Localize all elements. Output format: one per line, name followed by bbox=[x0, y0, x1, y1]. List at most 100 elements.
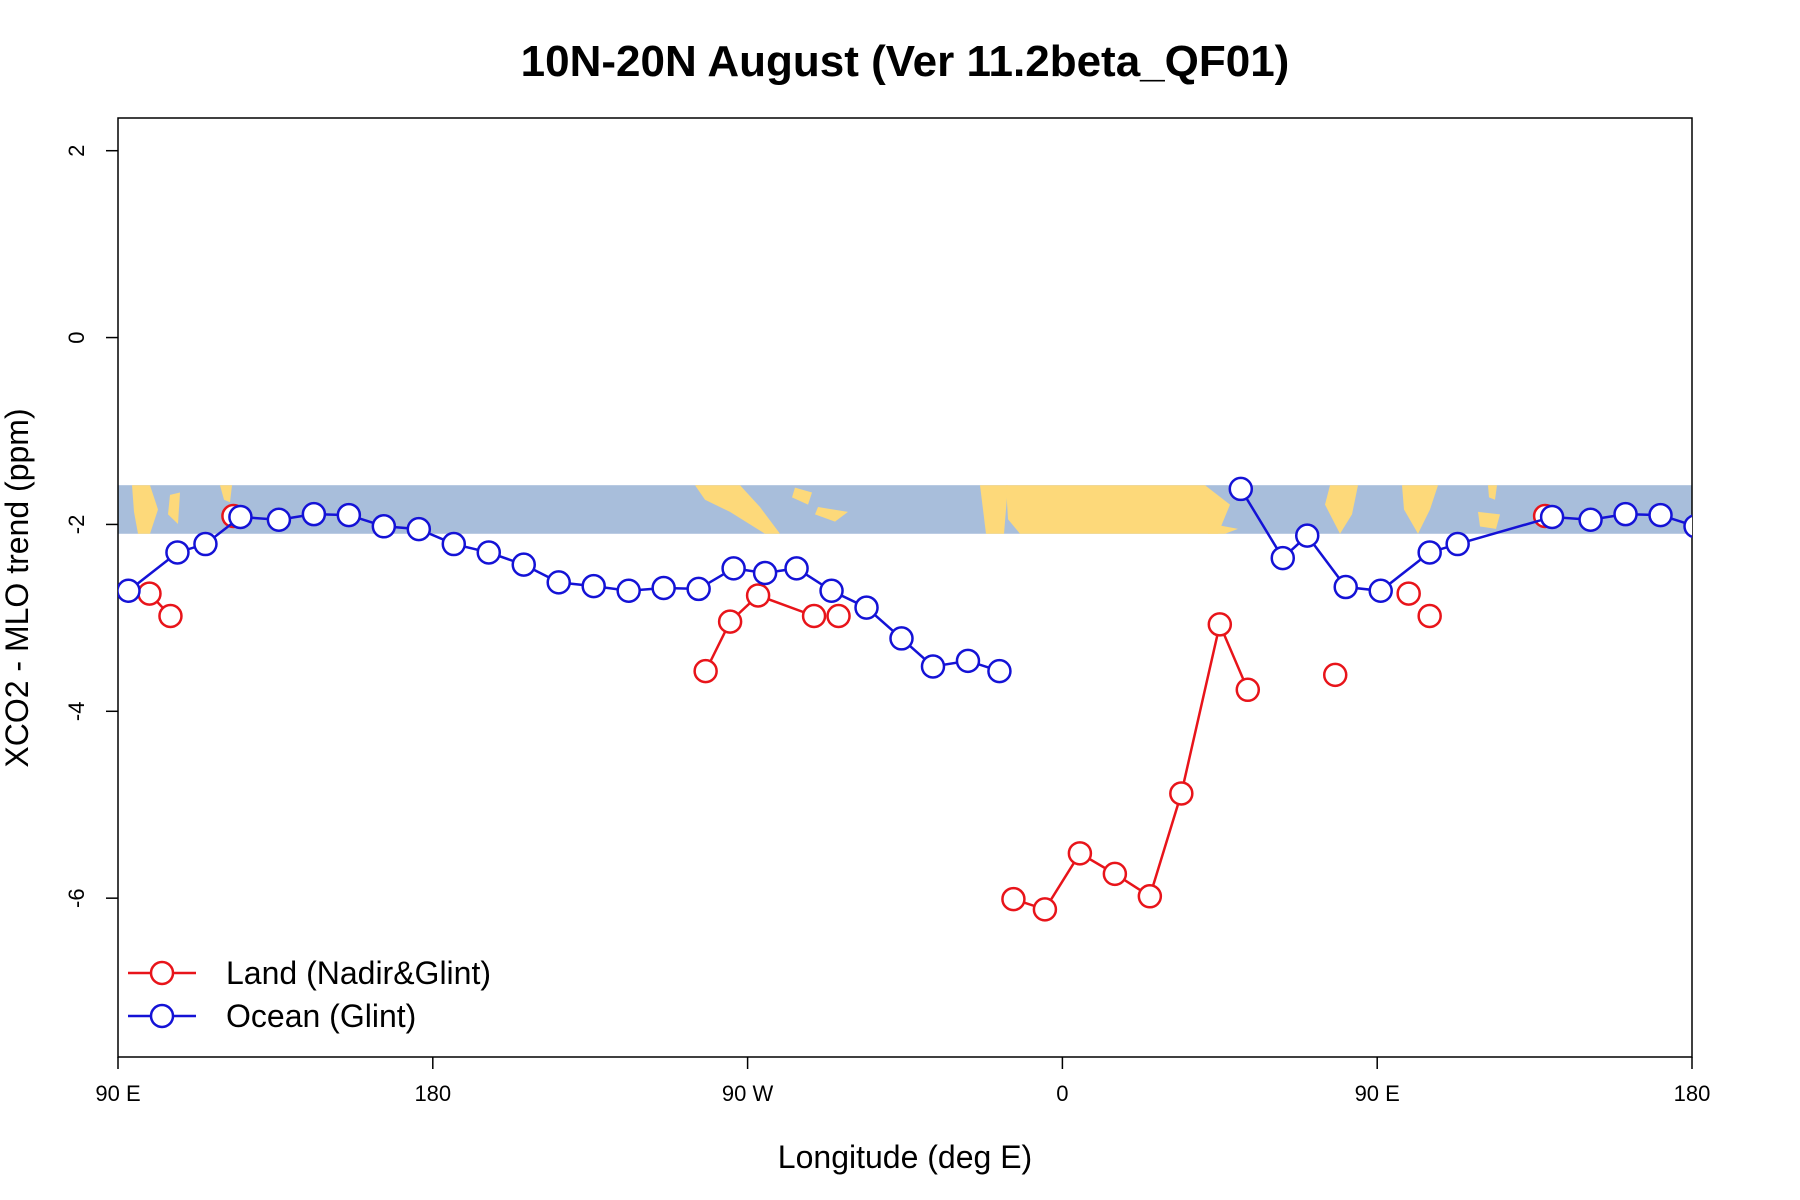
series-0-point-0 bbox=[137, 581, 162, 606]
series-1-point-37 bbox=[1683, 514, 1692, 539]
series-1-point-10 bbox=[476, 540, 502, 565]
series-0-point-4 bbox=[717, 609, 743, 634]
series-1-point-27 bbox=[1270, 545, 1296, 571]
series-1-point-33 bbox=[1539, 504, 1565, 530]
series-1-point-36 bbox=[1648, 502, 1673, 528]
series-0-point-5 bbox=[745, 583, 771, 608]
series-1-point-4 bbox=[266, 507, 292, 533]
map-land-11 bbox=[1478, 511, 1500, 529]
map-land-0 bbox=[132, 485, 158, 534]
series-1-point-30 bbox=[1368, 578, 1393, 604]
series-0-point-15 bbox=[1235, 677, 1261, 703]
series-1-point-21 bbox=[854, 595, 879, 620]
series-0-point-13 bbox=[1169, 781, 1194, 806]
x-axis-label: Longitude (deg E) bbox=[778, 1139, 1032, 1175]
series-0-point-3 bbox=[693, 658, 718, 684]
y-tick-label-0: 2 bbox=[64, 145, 89, 157]
series-0-line-1 bbox=[704, 594, 815, 672]
series-0-point-7 bbox=[826, 603, 851, 629]
map-land-2 bbox=[220, 485, 232, 503]
map-land-10 bbox=[1402, 485, 1438, 534]
map-land-8 bbox=[1208, 524, 1238, 534]
series-1-point-17 bbox=[721, 556, 746, 581]
legend-item-ocean: Ocean (Glint) bbox=[128, 998, 416, 1034]
series-1-point-32 bbox=[1445, 531, 1470, 557]
series-1-point-29 bbox=[1333, 574, 1358, 600]
y-tick-label-2: -2 bbox=[64, 515, 89, 535]
map-land-7 bbox=[1006, 485, 1230, 534]
series-1-point-24 bbox=[955, 648, 981, 674]
series-0-point-12 bbox=[1137, 884, 1163, 909]
series-1-point-2 bbox=[193, 531, 218, 557]
x-axis: 90 E 180 90 W 0 90 E 180 bbox=[95, 1057, 1710, 1106]
x-tick-label-5: 180 bbox=[1674, 1081, 1711, 1106]
map-land-6 bbox=[980, 485, 1008, 534]
map-land-3 bbox=[695, 485, 780, 534]
y-tick-label-4: -6 bbox=[64, 888, 89, 908]
map-land-12 bbox=[1488, 485, 1497, 500]
series-0-point-14 bbox=[1207, 612, 1233, 637]
series-0-point-18 bbox=[1417, 603, 1442, 629]
map-land-5 bbox=[815, 507, 848, 522]
series-0-point-9 bbox=[1032, 897, 1058, 922]
series-1-point-6 bbox=[336, 502, 362, 528]
series-1-point-31 bbox=[1417, 540, 1442, 565]
y-tick-label-3: -4 bbox=[64, 702, 89, 722]
series-1-point-19 bbox=[784, 556, 809, 581]
series-layer bbox=[118, 476, 1741, 922]
x-tick-label-1: 180 bbox=[414, 1081, 451, 1106]
series-0-point-11 bbox=[1102, 861, 1128, 887]
series-1-point-5 bbox=[301, 501, 327, 527]
series-1-point-8 bbox=[406, 516, 432, 542]
map-land-1 bbox=[168, 492, 180, 525]
legend-ocean-marker bbox=[149, 1003, 175, 1029]
series-1-point-18 bbox=[752, 560, 778, 586]
series-1-point-15 bbox=[651, 575, 676, 601]
series-1-point-12 bbox=[546, 570, 571, 595]
series-1-point-9 bbox=[441, 531, 467, 557]
series-1-point-25 bbox=[987, 658, 1012, 684]
series-1-point-34 bbox=[1578, 507, 1603, 533]
y-axis-label: XCO2 - MLO trend (ppm) bbox=[0, 408, 35, 767]
series-1-point-20 bbox=[819, 578, 844, 604]
series-1-point-1 bbox=[165, 540, 190, 565]
series-1-point-28 bbox=[1294, 523, 1320, 548]
series-1 bbox=[118, 476, 1741, 684]
series-1-point-38 bbox=[1719, 518, 1741, 540]
map-land-9 bbox=[1325, 485, 1358, 534]
legend-land-label: Land (Nadir&Glint) bbox=[226, 955, 491, 991]
legend: Land (Nadir&Glint) Ocean (Glint) bbox=[128, 955, 491, 1034]
series-0-point-8 bbox=[1001, 886, 1026, 912]
series-0-line-2 bbox=[1013, 620, 1249, 911]
plot-frame bbox=[117, 117, 1693, 1058]
x-tick-label-2: 90 W bbox=[722, 1081, 774, 1106]
x-tick-label-3: 0 bbox=[1056, 1081, 1068, 1106]
map-land-4 bbox=[792, 487, 812, 505]
legend-ocean-label: Ocean (Glint) bbox=[226, 998, 416, 1034]
series-0-point-10 bbox=[1067, 841, 1093, 866]
series-1-point-16 bbox=[686, 576, 711, 602]
series-1-point-35 bbox=[1613, 501, 1638, 527]
series-1-point-11 bbox=[511, 552, 536, 577]
y-tick-label-1: 0 bbox=[64, 331, 89, 343]
series-1-point-23 bbox=[920, 654, 946, 679]
series-1-point-26 bbox=[1228, 476, 1254, 502]
series-0-point-1 bbox=[158, 603, 183, 629]
series-1-point-0 bbox=[118, 578, 141, 604]
y-axis: 2 0 -2 -4 -6 bbox=[64, 145, 118, 908]
series-1-point-13 bbox=[581, 573, 606, 599]
x-tick-label-0: 90 E bbox=[95, 1081, 140, 1106]
chart-title: 10N-20N August (Ver 11.2beta_QF01) bbox=[521, 37, 1290, 86]
series-1-point-3 bbox=[228, 504, 253, 530]
series-1-point-22 bbox=[889, 626, 914, 651]
series-0-point-16 bbox=[1322, 662, 1348, 688]
series-0-point-17 bbox=[1396, 581, 1421, 606]
x-tick-label-4: 90 E bbox=[1355, 1081, 1400, 1106]
series-1-point-7 bbox=[371, 514, 397, 539]
series-0 bbox=[137, 503, 1558, 922]
series-1-point-14 bbox=[616, 578, 641, 604]
series-0-point-6 bbox=[801, 603, 827, 629]
legend-land-marker bbox=[149, 960, 175, 986]
legend-item-land: Land (Nadir&Glint) bbox=[128, 955, 491, 991]
